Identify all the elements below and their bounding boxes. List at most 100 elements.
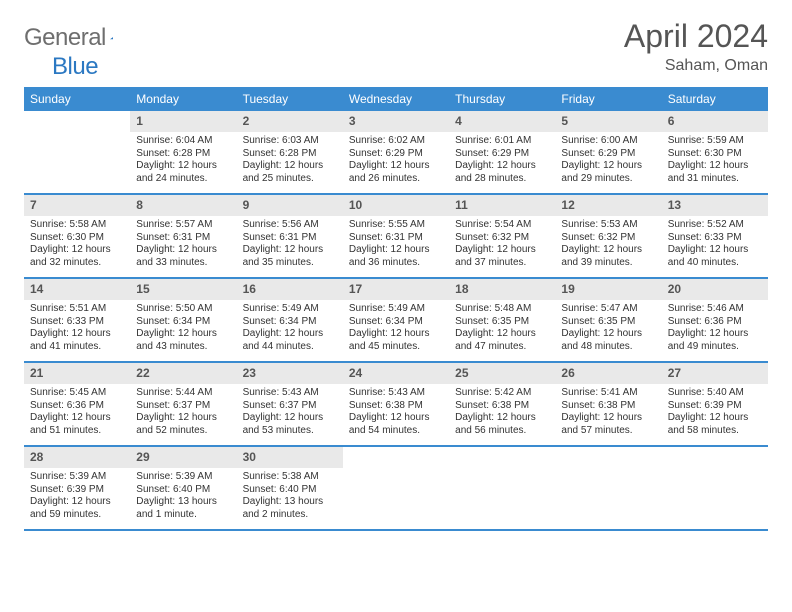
empty-cell xyxy=(343,447,449,529)
sunset-line: Sunset: 6:38 PM xyxy=(349,400,443,413)
daylight-line: Daylight: 12 hours and 29 minutes. xyxy=(561,160,655,185)
day-body: Sunrise: 6:03 AMSunset: 6:28 PMDaylight:… xyxy=(237,132,343,191)
day-body: Sunrise: 5:49 AMSunset: 6:34 PMDaylight:… xyxy=(237,300,343,359)
daylight-line: Daylight: 12 hours and 57 minutes. xyxy=(561,412,655,437)
sunset-line: Sunset: 6:40 PM xyxy=(136,484,230,497)
day-number: 10 xyxy=(343,195,449,216)
sunrise-line: Sunrise: 5:47 AM xyxy=(561,303,655,316)
daylight-line: Daylight: 12 hours and 26 minutes. xyxy=(349,160,443,185)
empty-cell xyxy=(24,111,130,193)
day-body: Sunrise: 6:04 AMSunset: 6:28 PMDaylight:… xyxy=(130,132,236,191)
sunset-line: Sunset: 6:31 PM xyxy=(136,232,230,245)
sunset-line: Sunset: 6:40 PM xyxy=(243,484,337,497)
day-cell: 17Sunrise: 5:49 AMSunset: 6:34 PMDayligh… xyxy=(343,279,449,361)
sunrise-line: Sunrise: 5:55 AM xyxy=(349,219,443,232)
day-body: Sunrise: 5:44 AMSunset: 6:37 PMDaylight:… xyxy=(130,384,236,443)
daylight-line: Daylight: 12 hours and 58 minutes. xyxy=(668,412,762,437)
empty-cell xyxy=(555,447,661,529)
day-cell: 11Sunrise: 5:54 AMSunset: 6:32 PMDayligh… xyxy=(449,195,555,277)
dow-row: SundayMondayTuesdayWednesdayThursdayFrid… xyxy=(24,87,768,111)
sunset-line: Sunset: 6:36 PM xyxy=(30,400,124,413)
day-number: 12 xyxy=(555,195,661,216)
sunrise-line: Sunrise: 5:49 AM xyxy=(349,303,443,316)
day-body: Sunrise: 5:48 AMSunset: 6:35 PMDaylight:… xyxy=(449,300,555,359)
sunset-line: Sunset: 6:31 PM xyxy=(243,232,337,245)
day-number: 5 xyxy=(555,111,661,132)
day-body: Sunrise: 5:39 AMSunset: 6:40 PMDaylight:… xyxy=(130,468,236,527)
day-cell: 29Sunrise: 5:39 AMSunset: 6:40 PMDayligh… xyxy=(130,447,236,529)
day-number: 20 xyxy=(662,279,768,300)
sunrise-line: Sunrise: 5:44 AM xyxy=(136,387,230,400)
sunrise-line: Sunrise: 5:56 AM xyxy=(243,219,337,232)
dow-friday: Friday xyxy=(555,87,661,111)
sunset-line: Sunset: 6:35 PM xyxy=(455,316,549,329)
day-cell: 14Sunrise: 5:51 AMSunset: 6:33 PMDayligh… xyxy=(24,279,130,361)
day-number: 2 xyxy=(237,111,343,132)
day-number: 8 xyxy=(130,195,236,216)
header: General April 2024 Saham, Oman xyxy=(24,18,768,75)
day-number: 21 xyxy=(24,363,130,384)
dow-monday: Monday xyxy=(130,87,236,111)
sunset-line: Sunset: 6:35 PM xyxy=(561,316,655,329)
sunset-line: Sunset: 6:30 PM xyxy=(30,232,124,245)
sunset-line: Sunset: 6:34 PM xyxy=(349,316,443,329)
daylight-line: Daylight: 12 hours and 52 minutes. xyxy=(136,412,230,437)
daylight-line: Daylight: 12 hours and 53 minutes. xyxy=(243,412,337,437)
sunrise-line: Sunrise: 5:59 AM xyxy=(668,135,762,148)
daylight-line: Daylight: 12 hours and 40 minutes. xyxy=(668,244,762,269)
daylight-line: Daylight: 12 hours and 47 minutes. xyxy=(455,328,549,353)
daylight-line: Daylight: 12 hours and 35 minutes. xyxy=(243,244,337,269)
sunrise-line: Sunrise: 6:03 AM xyxy=(243,135,337,148)
week-row: 21Sunrise: 5:45 AMSunset: 6:36 PMDayligh… xyxy=(24,363,768,447)
daylight-line: Daylight: 12 hours and 36 minutes. xyxy=(349,244,443,269)
sunrise-line: Sunrise: 5:42 AM xyxy=(455,387,549,400)
sunset-line: Sunset: 6:32 PM xyxy=(561,232,655,245)
week-row: 1Sunrise: 6:04 AMSunset: 6:28 PMDaylight… xyxy=(24,111,768,195)
daylight-line: Daylight: 12 hours and 33 minutes. xyxy=(136,244,230,269)
sunset-line: Sunset: 6:28 PM xyxy=(243,148,337,161)
dow-wednesday: Wednesday xyxy=(343,87,449,111)
day-cell: 8Sunrise: 5:57 AMSunset: 6:31 PMDaylight… xyxy=(130,195,236,277)
day-number: 17 xyxy=(343,279,449,300)
day-cell: 3Sunrise: 6:02 AMSunset: 6:29 PMDaylight… xyxy=(343,111,449,193)
sunset-line: Sunset: 6:37 PM xyxy=(136,400,230,413)
daylight-line: Daylight: 12 hours and 44 minutes. xyxy=(243,328,337,353)
dow-saturday: Saturday xyxy=(662,87,768,111)
sunset-line: Sunset: 6:34 PM xyxy=(243,316,337,329)
day-body: Sunrise: 5:58 AMSunset: 6:30 PMDaylight:… xyxy=(24,216,130,275)
day-number: 14 xyxy=(24,279,130,300)
day-number: 26 xyxy=(555,363,661,384)
logo-word-blue: Blue xyxy=(52,53,98,81)
day-cell: 18Sunrise: 5:48 AMSunset: 6:35 PMDayligh… xyxy=(449,279,555,361)
daylight-line: Daylight: 12 hours and 43 minutes. xyxy=(136,328,230,353)
day-body: Sunrise: 5:51 AMSunset: 6:33 PMDaylight:… xyxy=(24,300,130,359)
day-number: 7 xyxy=(24,195,130,216)
day-body: Sunrise: 5:57 AMSunset: 6:31 PMDaylight:… xyxy=(130,216,236,275)
day-cell: 12Sunrise: 5:53 AMSunset: 6:32 PMDayligh… xyxy=(555,195,661,277)
week-row: 7Sunrise: 5:58 AMSunset: 6:30 PMDaylight… xyxy=(24,195,768,279)
day-cell: 25Sunrise: 5:42 AMSunset: 6:38 PMDayligh… xyxy=(449,363,555,445)
day-cell: 6Sunrise: 5:59 AMSunset: 6:30 PMDaylight… xyxy=(662,111,768,193)
day-body: Sunrise: 5:43 AMSunset: 6:37 PMDaylight:… xyxy=(237,384,343,443)
day-body: Sunrise: 5:53 AMSunset: 6:32 PMDaylight:… xyxy=(555,216,661,275)
daylight-line: Daylight: 12 hours and 31 minutes. xyxy=(668,160,762,185)
weeks: 1Sunrise: 6:04 AMSunset: 6:28 PMDaylight… xyxy=(24,111,768,531)
daylight-line: Daylight: 12 hours and 59 minutes. xyxy=(30,496,124,521)
day-cell: 15Sunrise: 5:50 AMSunset: 6:34 PMDayligh… xyxy=(130,279,236,361)
calendar: SundayMondayTuesdayWednesdayThursdayFrid… xyxy=(24,87,768,531)
day-number: 1 xyxy=(130,111,236,132)
day-body: Sunrise: 5:45 AMSunset: 6:36 PMDaylight:… xyxy=(24,384,130,443)
month-title: April 2024 xyxy=(624,18,768,55)
daylight-line: Daylight: 12 hours and 56 minutes. xyxy=(455,412,549,437)
day-number: 4 xyxy=(449,111,555,132)
sunrise-line: Sunrise: 6:02 AM xyxy=(349,135,443,148)
sunrise-line: Sunrise: 5:39 AM xyxy=(30,471,124,484)
sunset-line: Sunset: 6:33 PM xyxy=(668,232,762,245)
sunset-line: Sunset: 6:30 PM xyxy=(668,148,762,161)
day-number: 11 xyxy=(449,195,555,216)
daylight-line: Daylight: 12 hours and 25 minutes. xyxy=(243,160,337,185)
sunset-line: Sunset: 6:38 PM xyxy=(455,400,549,413)
day-body: Sunrise: 5:52 AMSunset: 6:33 PMDaylight:… xyxy=(662,216,768,275)
day-cell: 27Sunrise: 5:40 AMSunset: 6:39 PMDayligh… xyxy=(662,363,768,445)
day-body: Sunrise: 5:56 AMSunset: 6:31 PMDaylight:… xyxy=(237,216,343,275)
